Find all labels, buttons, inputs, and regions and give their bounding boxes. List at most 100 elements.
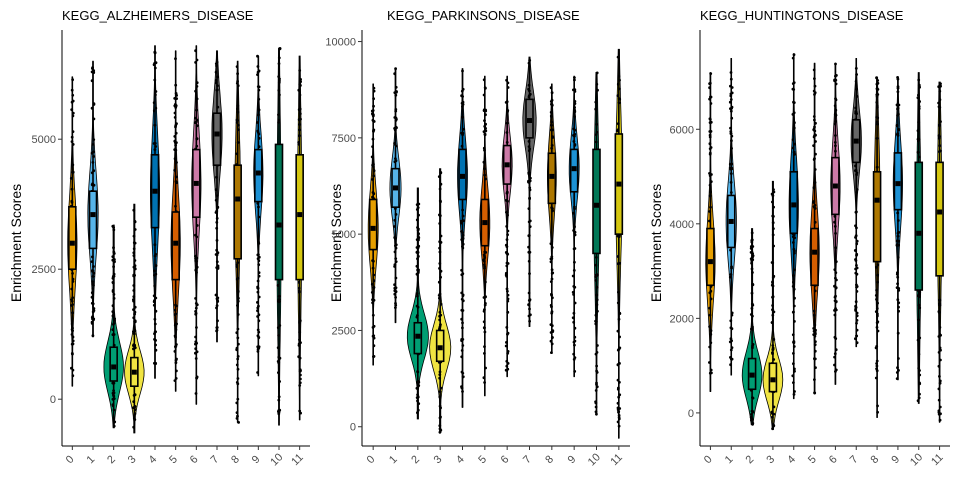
data-point	[174, 175, 178, 179]
data-point	[371, 178, 374, 181]
data-point	[551, 136, 555, 139]
data-point	[175, 141, 178, 145]
data-point	[236, 313, 240, 316]
box-7	[212, 112, 222, 166]
data-point	[133, 405, 137, 409]
data-point	[939, 149, 942, 153]
data-point	[506, 297, 510, 301]
data-point	[505, 238, 509, 242]
data-point	[550, 123, 554, 127]
data-point	[236, 290, 240, 294]
data-point	[527, 245, 530, 249]
data-point	[749, 251, 753, 254]
data-point	[527, 145, 531, 149]
median-2	[111, 364, 117, 370]
data-point	[594, 273, 598, 277]
data-point	[596, 88, 599, 92]
data-point	[257, 319, 261, 323]
data-point	[277, 113, 280, 117]
data-point	[549, 242, 553, 246]
data-point	[237, 128, 240, 132]
data-point	[550, 239, 554, 243]
data-point	[937, 387, 941, 391]
data-point	[298, 69, 302, 72]
data-point	[618, 393, 622, 397]
data-point	[896, 331, 900, 335]
median-4	[791, 202, 797, 208]
data-point	[709, 368, 713, 372]
data-point	[594, 410, 598, 414]
data-point	[729, 77, 733, 81]
data-point	[90, 291, 94, 295]
data-point	[918, 100, 921, 103]
data-point	[483, 345, 486, 348]
data-point	[438, 296, 441, 300]
data-point	[792, 280, 795, 284]
data-point	[875, 120, 879, 124]
data-point	[550, 206, 554, 210]
data-point	[438, 314, 441, 318]
data-point	[236, 141, 240, 144]
data-point	[550, 268, 554, 272]
data-point	[708, 210, 712, 213]
data-point	[132, 208, 136, 212]
data-point	[153, 142, 157, 145]
data-point	[793, 142, 796, 146]
panel-title: KEGG_ALZHEIMERS_DISEASE	[62, 8, 254, 23]
data-point	[370, 155, 374, 159]
data-point	[876, 404, 879, 408]
data-point	[793, 320, 796, 323]
median-4	[460, 173, 465, 179]
data-point	[215, 88, 219, 92]
x-tick-label: 11	[289, 452, 306, 469]
median-7	[853, 138, 859, 144]
box-0	[706, 227, 715, 287]
data-point	[173, 111, 177, 115]
data-point	[918, 336, 922, 340]
data-point	[595, 371, 599, 374]
data-point	[792, 150, 796, 154]
data-point	[90, 295, 94, 299]
data-point	[395, 90, 398, 94]
data-point	[194, 340, 198, 344]
data-point	[71, 99, 75, 103]
data-point	[215, 209, 219, 213]
data-point	[855, 226, 858, 230]
data-point	[460, 385, 463, 389]
data-point	[194, 347, 198, 351]
data-point	[751, 396, 754, 399]
data-point	[917, 93, 920, 97]
data-point	[854, 224, 857, 228]
y-tick-label: 10000	[325, 37, 356, 49]
data-point	[111, 333, 115, 336]
data-point	[71, 114, 75, 118]
data-point	[91, 302, 95, 306]
data-point	[855, 334, 858, 338]
data-point	[70, 333, 74, 336]
data-point	[416, 370, 420, 374]
data-point	[112, 293, 116, 296]
data-point	[506, 299, 510, 303]
data-point	[111, 314, 115, 318]
data-point	[550, 324, 554, 328]
data-point	[439, 406, 442, 410]
data-point	[618, 335, 621, 339]
data-point	[256, 65, 260, 68]
data-point	[709, 102, 713, 105]
data-point	[133, 259, 137, 262]
data-point	[937, 335, 941, 338]
data-point	[394, 213, 398, 216]
y-tick-label: 6000	[670, 124, 694, 136]
data-point	[504, 251, 508, 254]
data-point	[875, 321, 879, 325]
data-point	[195, 235, 199, 239]
data-point	[854, 304, 857, 308]
data-point	[549, 280, 553, 283]
data-point	[729, 71, 733, 74]
data-point	[729, 132, 733, 136]
data-point	[175, 161, 178, 164]
data-point	[616, 301, 620, 305]
data-point	[550, 277, 554, 281]
data-point	[174, 103, 177, 106]
data-point	[812, 313, 816, 317]
